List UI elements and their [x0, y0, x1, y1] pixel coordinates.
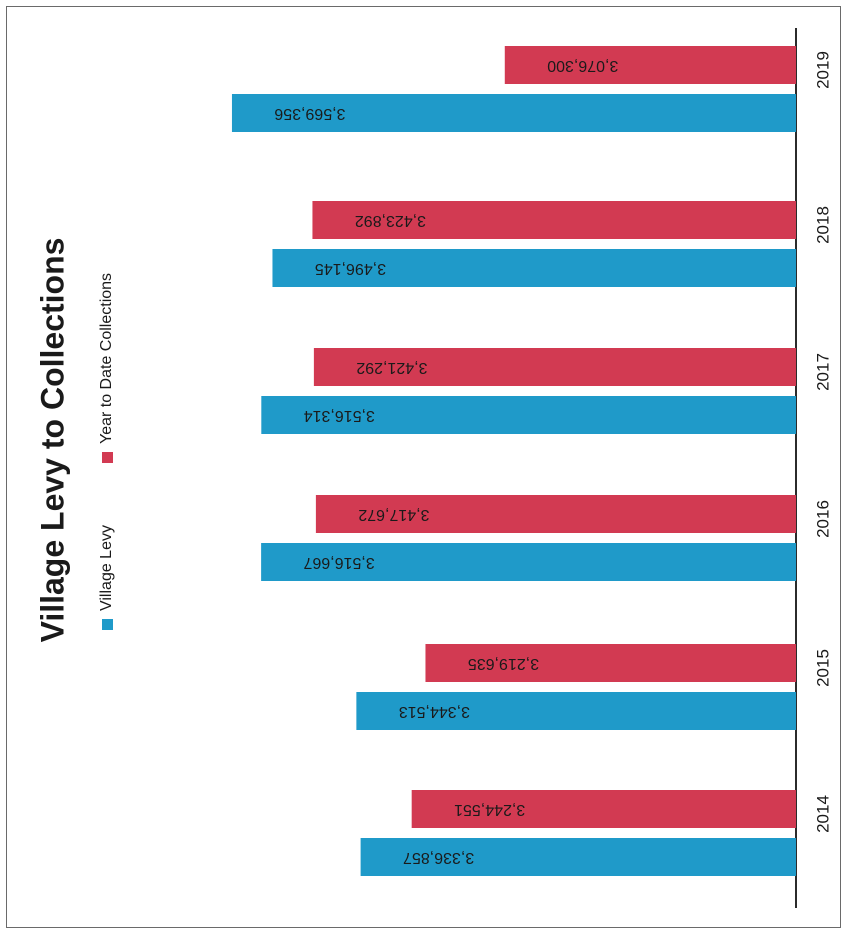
bar-collections-2017 — [313, 348, 796, 386]
bar-levy-2017 — [261, 396, 796, 434]
data-label-collections-2016: 3,417,672 — [358, 506, 429, 523]
bar-levy-2018 — [272, 249, 796, 287]
data-label-collections-2018: 3,423,892 — [355, 212, 426, 229]
category-label-2018: 2018 — [813, 206, 832, 244]
chart-title: Village Levy to Collections — [34, 238, 70, 643]
bar-levy-2014 — [360, 838, 796, 876]
category-label-2016: 2016 — [813, 500, 832, 538]
data-label-levy-2017: 3,516,314 — [304, 407, 375, 424]
chart-frame — [6, 6, 841, 928]
data-label-levy-2018: 3,496,145 — [315, 260, 386, 277]
bar-collections-2018 — [312, 201, 796, 239]
category-label-2015: 2015 — [813, 649, 832, 687]
category-label-2014: 2014 — [813, 795, 832, 833]
bar-collections-2016 — [315, 495, 796, 533]
legend-swatch-levy — [102, 619, 113, 630]
data-label-levy-2014: 3,336,857 — [403, 849, 474, 866]
bar-levy-2019 — [231, 94, 796, 132]
bar-levy-2016 — [261, 543, 796, 581]
legend-swatch-collections — [102, 452, 113, 463]
data-label-levy-2016: 3,516,667 — [303, 554, 374, 571]
data-label-collections-2014: 3,244,551 — [454, 801, 525, 818]
category-label-2019: 2019 — [813, 51, 832, 89]
bar-collections-2014 — [411, 790, 796, 828]
legend-label-collections: Year to Date Collections — [98, 273, 115, 444]
data-label-levy-2015: 3,344,513 — [399, 703, 470, 720]
bar-levy-2015 — [356, 692, 796, 730]
data-label-collections-2015: 3,219,635 — [468, 655, 539, 672]
data-label-collections-2019: 3,076,300 — [547, 57, 618, 74]
bar-collections-2015 — [425, 644, 796, 682]
legend-label-levy: Village Levy — [98, 525, 115, 611]
data-label-levy-2019: 3,569,356 — [274, 105, 345, 122]
data-label-collections-2017: 3,421,292 — [356, 359, 427, 376]
bar-collections-2019 — [504, 46, 796, 84]
category-label-2017: 2017 — [813, 353, 832, 391]
